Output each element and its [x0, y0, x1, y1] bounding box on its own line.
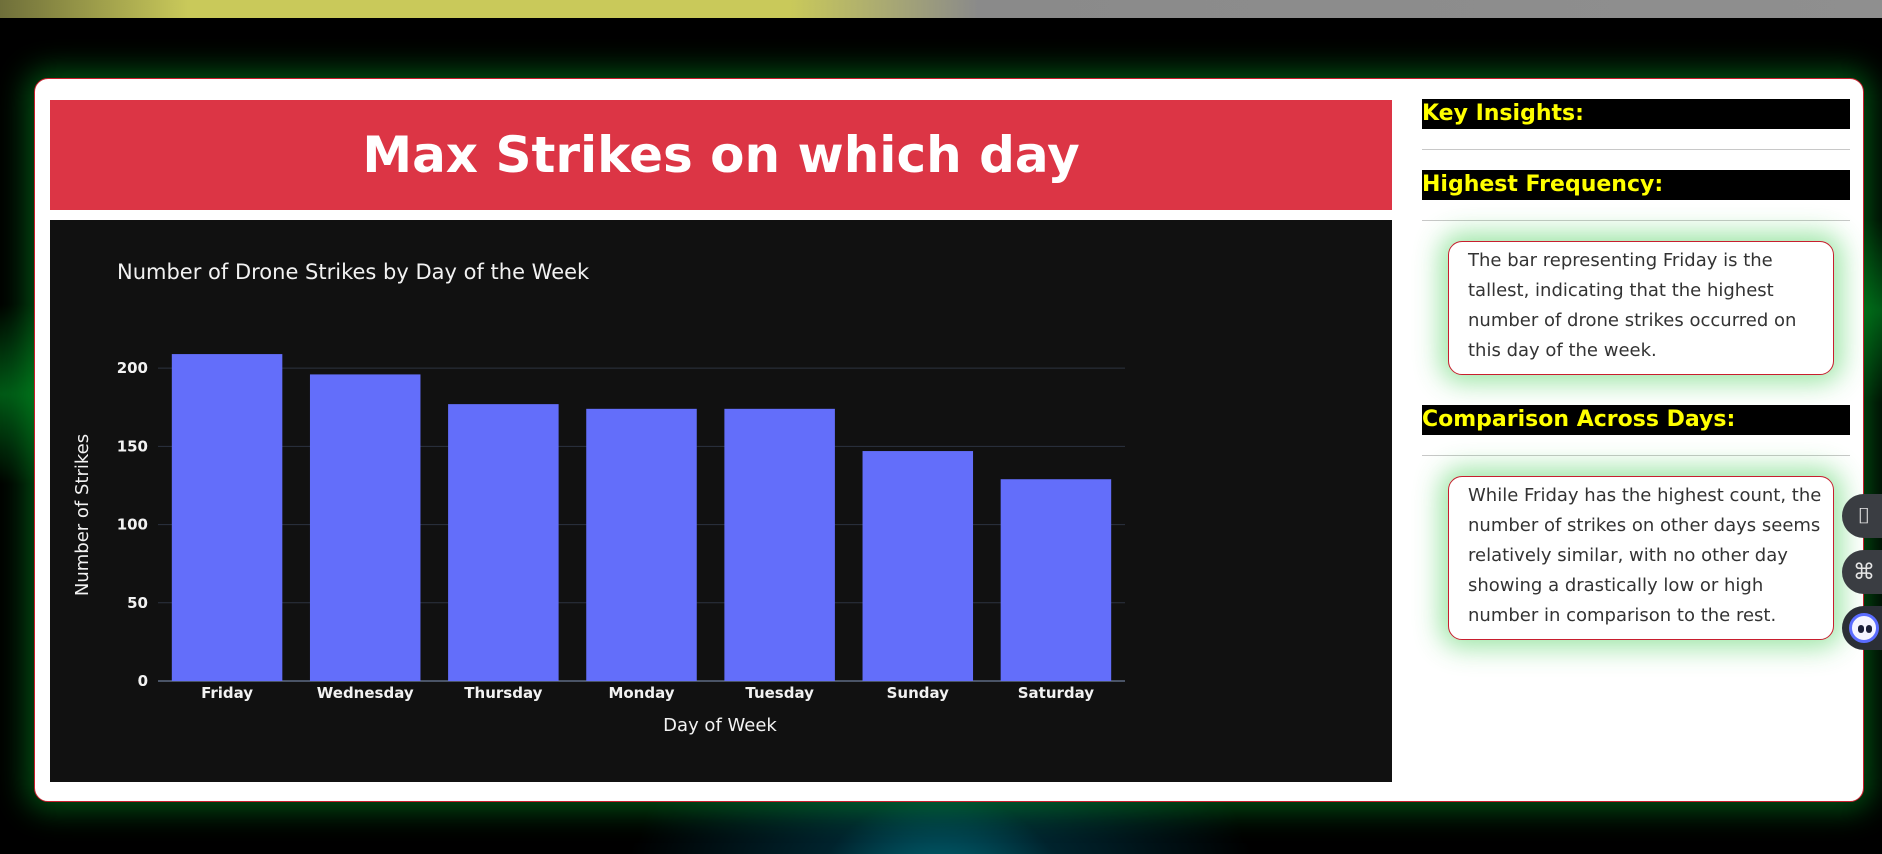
chart-y-ticks: 0 50 100 150 200: [117, 359, 148, 690]
bar-chart-panel: Number of Drone Strikes by Day of the We…: [50, 220, 1392, 782]
dashboard-card: Max Strikes on which day Number of Drone…: [34, 78, 1864, 802]
command-icon-glyph: ⌘: [1853, 559, 1875, 585]
x-tick-label: Friday: [201, 684, 253, 702]
x-tick-label: Sunday: [887, 684, 950, 702]
x-axis-title: Day of Week: [663, 715, 777, 736]
y-axis-title: Number of Strikes: [72, 434, 93, 596]
bar-thursday[interactable]: [448, 404, 559, 681]
comparison-text: While Friday has the highest count, the …: [1448, 476, 1834, 640]
bar-tuesday[interactable]: [724, 408, 835, 681]
y-tick-label: 100: [117, 516, 148, 534]
side-toolbar: ⌷ ⌘: [1842, 494, 1882, 662]
comparison-heading: Comparison Across Days:: [1422, 405, 1850, 435]
x-tick-label: Saturday: [1018, 684, 1095, 702]
x-tick-label: Thursday: [464, 684, 542, 702]
divider: [1422, 455, 1850, 456]
bar-chart: Number of Drone Strikes by Day of the We…: [72, 260, 1125, 736]
bar-friday[interactable]: [171, 354, 283, 681]
y-tick-label: 200: [117, 359, 148, 377]
highest-frequency-text: The bar representing Friday is the talle…: [1448, 241, 1834, 375]
insights-panel: Key Insights: Highest Frequency: The bar…: [1422, 99, 1850, 640]
bar-wednesday[interactable]: [309, 374, 421, 681]
assistant-bot-icon[interactable]: [1842, 606, 1882, 650]
bar-saturday[interactable]: [1000, 479, 1112, 681]
command-icon[interactable]: ⌘: [1842, 550, 1882, 594]
divider: [1422, 220, 1850, 221]
y-tick-label: 150: [117, 437, 148, 455]
chart-title: Number of Drone Strikes by Day of the We…: [117, 260, 590, 284]
key-insights-heading: Key Insights:: [1422, 99, 1850, 129]
page-title: Max Strikes on which day: [50, 100, 1392, 210]
book-icon[interactable]: ⌷: [1842, 494, 1882, 538]
bar-sunday[interactable]: [862, 451, 974, 681]
book-icon-glyph: ⌷: [1857, 503, 1871, 529]
browser-top-strip: [0, 0, 1882, 18]
chart-bars: [171, 354, 1112, 681]
divider: [1422, 149, 1850, 150]
bot-face-icon: [1849, 613, 1879, 643]
x-tick-label: Wednesday: [317, 684, 414, 702]
y-tick-label: 50: [127, 594, 148, 612]
y-tick-label: 0: [138, 672, 148, 690]
x-tick-label: Monday: [608, 684, 674, 702]
highest-frequency-heading: Highest Frequency:: [1422, 170, 1850, 200]
bar-monday[interactable]: [586, 408, 697, 681]
chart-x-ticks: Friday Wednesday Thursday Monday Tuesday Sund…: [201, 684, 1094, 702]
x-tick-label: Tuesday: [745, 684, 814, 702]
